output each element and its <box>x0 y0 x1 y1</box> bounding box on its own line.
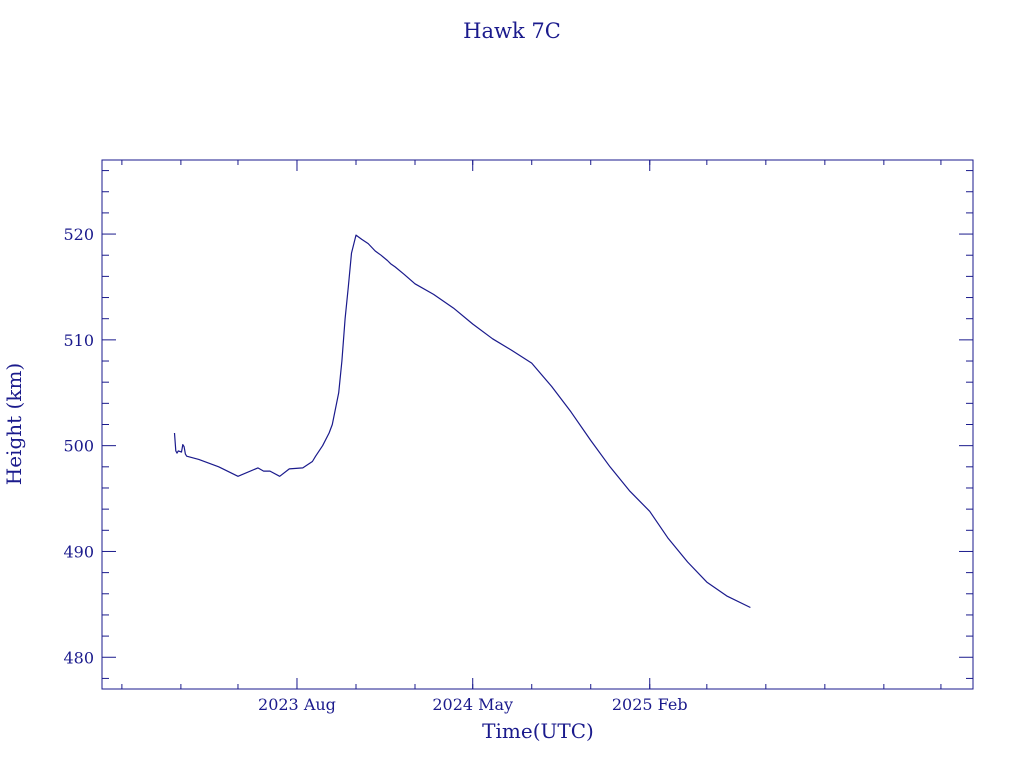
plot-frame <box>101 159 974 690</box>
y-tick-label: 510 <box>63 331 94 350</box>
y-tick-label: 500 <box>63 437 94 456</box>
x-tick-label: 2024 May <box>432 695 513 714</box>
height-series-line <box>173 234 751 609</box>
y-tick-label: 490 <box>63 542 94 561</box>
x-tick-label: 2023 Aug <box>258 695 336 714</box>
y-axis-label: Height (km) <box>2 363 26 485</box>
chart-title: Hawk 7C <box>463 19 561 43</box>
y-tick-label: 480 <box>63 648 94 667</box>
series <box>173 234 751 609</box>
axis-ticks <box>102 160 973 689</box>
tick-labels: 2023 Aug 2024 May 2025 Feb 480 490 500 510 520 <box>63 225 687 714</box>
y-tick-label: 520 <box>63 225 94 244</box>
x-axis-label: Time(UTC) <box>482 719 594 743</box>
x-tick-label: 2025 Feb <box>612 695 688 714</box>
